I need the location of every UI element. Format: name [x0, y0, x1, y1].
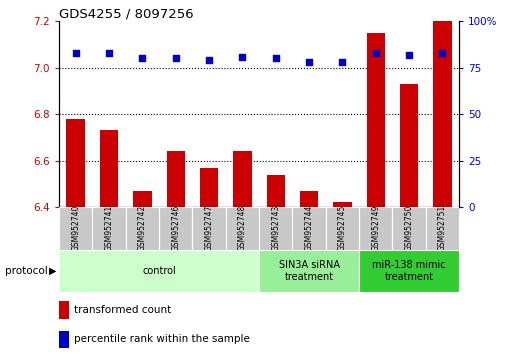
- Bar: [433, 21, 451, 207]
- Bar: [300, 191, 318, 207]
- Text: GSM952740: GSM952740: [71, 204, 80, 251]
- Text: GSM952747: GSM952747: [205, 204, 213, 251]
- Text: GSM952750: GSM952750: [405, 204, 413, 251]
- Bar: [259, 207, 292, 250]
- Bar: [392, 207, 426, 250]
- Bar: [233, 152, 251, 207]
- Point: [271, 56, 280, 61]
- Bar: [226, 207, 259, 250]
- Bar: [359, 250, 459, 292]
- Text: GSM952742: GSM952742: [138, 204, 147, 251]
- Bar: [92, 207, 126, 250]
- Bar: [59, 207, 92, 250]
- Point: [171, 56, 180, 61]
- Text: GSM952748: GSM952748: [238, 204, 247, 251]
- Text: control: control: [142, 266, 176, 276]
- Bar: [67, 119, 85, 207]
- Text: GSM952745: GSM952745: [338, 204, 347, 251]
- Bar: [259, 250, 359, 292]
- Bar: [59, 331, 69, 348]
- Text: transformed count: transformed count: [74, 305, 172, 315]
- Text: GSM952751: GSM952751: [438, 204, 447, 251]
- Bar: [333, 202, 351, 207]
- Bar: [159, 207, 192, 250]
- Bar: [267, 175, 285, 207]
- Bar: [292, 207, 326, 250]
- Point: [71, 50, 80, 56]
- Bar: [59, 250, 259, 292]
- Text: SIN3A siRNA
treatment: SIN3A siRNA treatment: [279, 260, 340, 282]
- Text: GDS4255 / 8097256: GDS4255 / 8097256: [59, 7, 193, 20]
- Bar: [359, 207, 392, 250]
- Point: [138, 56, 146, 61]
- Point: [438, 50, 446, 56]
- Bar: [59, 302, 69, 319]
- Bar: [192, 207, 226, 250]
- Point: [105, 50, 113, 56]
- Point: [371, 50, 380, 56]
- Text: GSM952746: GSM952746: [171, 204, 180, 251]
- Text: GSM952741: GSM952741: [105, 204, 113, 251]
- Text: GSM952744: GSM952744: [305, 204, 313, 251]
- Point: [305, 59, 313, 65]
- Bar: [167, 152, 185, 207]
- Bar: [100, 130, 118, 207]
- Text: ▶: ▶: [49, 266, 57, 276]
- Text: GSM952749: GSM952749: [371, 204, 380, 251]
- Point: [405, 52, 413, 57]
- Bar: [367, 33, 385, 207]
- Bar: [133, 191, 151, 207]
- Text: miR-138 mimic
treatment: miR-138 mimic treatment: [372, 260, 446, 282]
- Point: [238, 54, 246, 59]
- Point: [338, 59, 346, 65]
- Text: protocol: protocol: [5, 266, 48, 276]
- Bar: [326, 207, 359, 250]
- Bar: [400, 84, 418, 207]
- Point: [205, 57, 213, 63]
- Bar: [426, 207, 459, 250]
- Text: percentile rank within the sample: percentile rank within the sample: [74, 335, 250, 344]
- Text: GSM952743: GSM952743: [271, 204, 280, 251]
- Bar: [126, 207, 159, 250]
- Bar: [200, 167, 218, 207]
